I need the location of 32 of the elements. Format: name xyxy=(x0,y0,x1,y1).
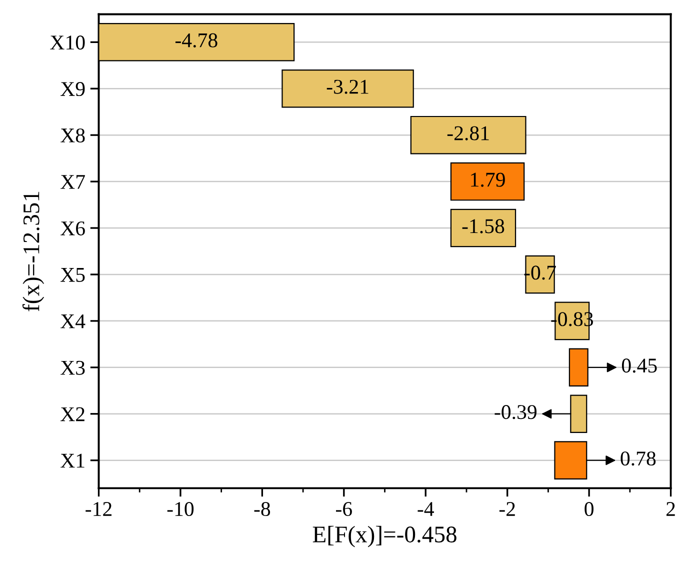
y-tick-label: X6 xyxy=(60,221,85,236)
annotation: 0.78 xyxy=(620,451,656,466)
y-tick-label: X10 xyxy=(50,36,85,50)
x-axis-title: E[F(x)]=-0.458 xyxy=(312,526,456,548)
x-tick-label: -6 xyxy=(336,502,352,516)
bar xyxy=(410,116,526,154)
y-tick-label: X5 xyxy=(60,268,85,282)
bar xyxy=(450,162,525,201)
data-label: -4.78 xyxy=(175,33,218,48)
data-label: -3.21 xyxy=(326,80,368,94)
y-tick-label: X8 xyxy=(60,128,85,143)
y-tick-label: X7 xyxy=(60,175,85,189)
annotation: 0.45 xyxy=(622,358,657,373)
x-tick-label: 2 xyxy=(666,502,675,516)
data-label: 1.79 xyxy=(471,172,505,187)
y-tick-label: X2 xyxy=(60,407,84,422)
data-label: -2.81 xyxy=(447,126,489,140)
y-tick-label: X1 xyxy=(60,454,84,468)
x-tick-label: -4 xyxy=(418,502,434,516)
x-tick-label: -12 xyxy=(86,502,112,516)
y-axis-title: f(x)=-12.351 xyxy=(22,192,44,312)
data-label: -1.58 xyxy=(462,219,504,234)
y-tick-label: X9 xyxy=(60,82,85,96)
bar xyxy=(282,69,414,108)
x-tick-label: -8 xyxy=(254,502,270,516)
y-tick-label: X4 xyxy=(60,314,86,328)
annotation: -0.39 xyxy=(494,405,536,420)
x-tick-label: -2 xyxy=(499,502,515,516)
x-tick-label: 0 xyxy=(584,502,594,516)
bar xyxy=(450,208,516,248)
y-tick-label: X3 xyxy=(60,360,85,375)
x-tick-label: -10 xyxy=(167,502,194,516)
